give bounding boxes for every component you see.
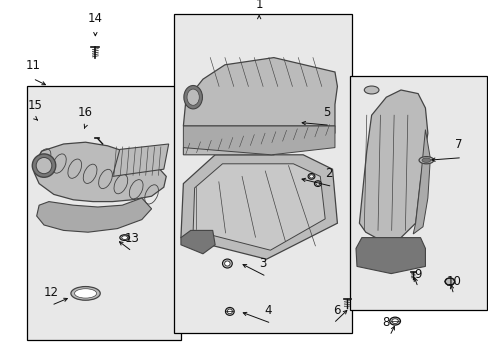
Text: 10: 10 <box>446 275 460 288</box>
Text: 15: 15 <box>28 99 42 112</box>
Polygon shape <box>112 144 168 176</box>
Bar <box>27 86 181 340</box>
Polygon shape <box>37 198 151 232</box>
Polygon shape <box>181 230 215 254</box>
Ellipse shape <box>36 158 52 174</box>
Text: 12: 12 <box>44 286 59 299</box>
Text: 16: 16 <box>78 106 93 119</box>
Polygon shape <box>355 238 425 274</box>
Ellipse shape <box>71 287 100 300</box>
Ellipse shape <box>315 182 319 185</box>
Text: 8: 8 <box>382 316 389 329</box>
Polygon shape <box>193 164 325 250</box>
Polygon shape <box>183 58 337 126</box>
Text: 3: 3 <box>259 257 266 270</box>
Bar <box>349 76 486 310</box>
Ellipse shape <box>314 181 321 186</box>
Ellipse shape <box>309 175 313 178</box>
Polygon shape <box>359 90 427 239</box>
Ellipse shape <box>421 158 430 162</box>
Ellipse shape <box>391 319 397 323</box>
Text: 4: 4 <box>264 304 271 317</box>
Text: 5: 5 <box>322 106 329 119</box>
Ellipse shape <box>227 309 232 314</box>
Ellipse shape <box>74 289 96 298</box>
Text: 7: 7 <box>454 138 461 151</box>
Ellipse shape <box>389 317 400 325</box>
Text: 14: 14 <box>88 12 102 25</box>
Text: 11: 11 <box>25 59 41 72</box>
Ellipse shape <box>183 85 202 109</box>
Polygon shape <box>183 126 334 155</box>
Polygon shape <box>34 142 166 202</box>
Ellipse shape <box>186 89 199 105</box>
Text: 1: 1 <box>255 0 263 11</box>
Ellipse shape <box>120 235 129 240</box>
Text: 2: 2 <box>325 167 332 180</box>
Ellipse shape <box>307 174 314 179</box>
Polygon shape <box>183 126 334 155</box>
Ellipse shape <box>364 86 378 94</box>
Ellipse shape <box>122 236 127 239</box>
Text: 9: 9 <box>413 268 421 281</box>
Ellipse shape <box>225 307 234 315</box>
Polygon shape <box>181 155 337 259</box>
Ellipse shape <box>444 278 454 285</box>
Polygon shape <box>412 130 429 234</box>
Text: 13: 13 <box>124 232 139 245</box>
Bar <box>173 14 351 333</box>
Ellipse shape <box>224 261 230 266</box>
Ellipse shape <box>222 259 232 268</box>
Ellipse shape <box>32 154 56 177</box>
Ellipse shape <box>418 157 433 164</box>
Text: 6: 6 <box>333 304 340 317</box>
